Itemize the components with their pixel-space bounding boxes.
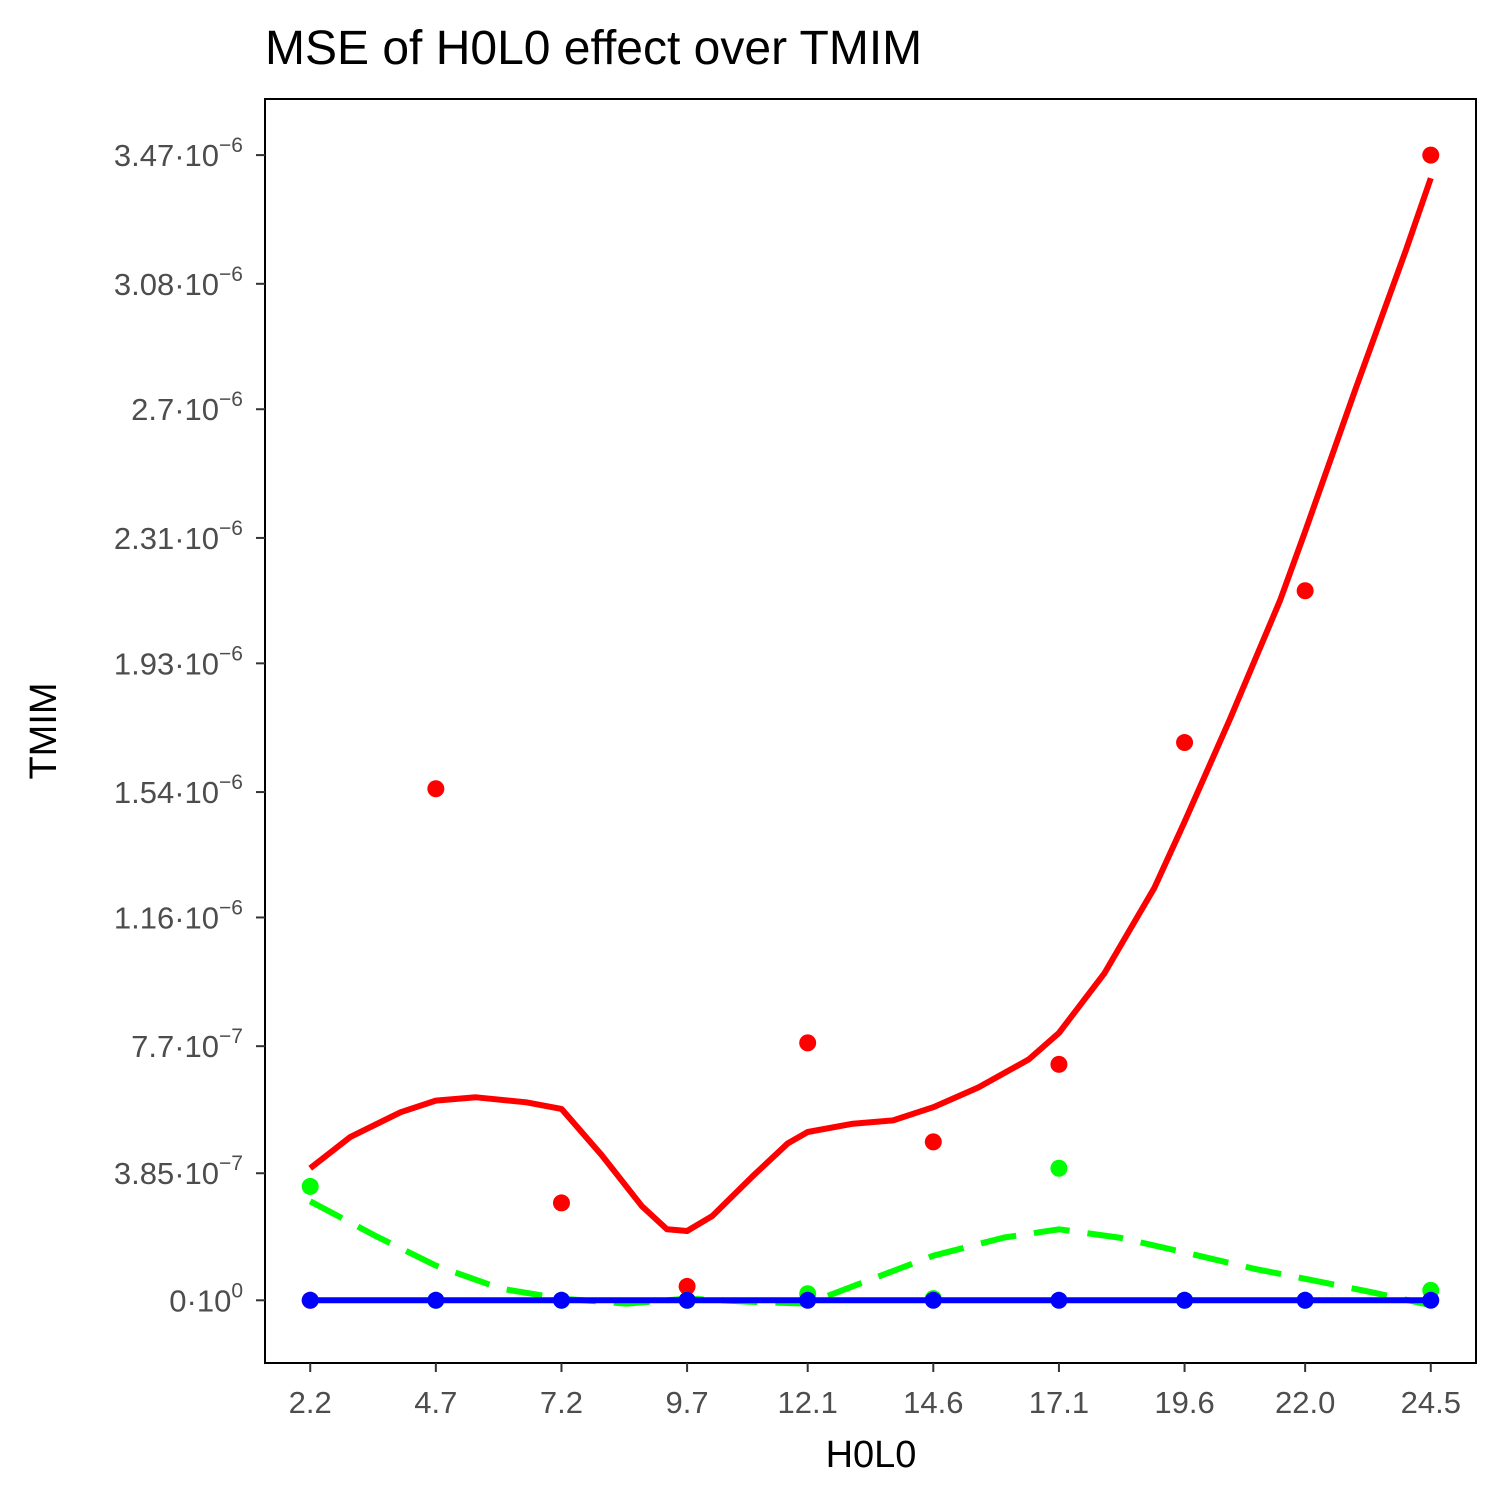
data-point: [1176, 1291, 1194, 1309]
data-point: [1050, 1159, 1068, 1177]
y-tick-label: 3.85·10−7: [114, 1152, 243, 1191]
x-tick-label: 12.1: [778, 1385, 838, 1420]
series-0: [301, 146, 1440, 1309]
series-line: [308, 1198, 1432, 1309]
data-point: [924, 1291, 942, 1309]
x-tick-label: 17.1: [1029, 1385, 1089, 1420]
series-line: [308, 177, 1434, 1234]
y-tick-label: 1.16·10−6: [114, 896, 243, 935]
data-point: [1422, 1291, 1440, 1309]
data-point: [799, 1034, 817, 1052]
x-tick-label: 19.6: [1154, 1385, 1214, 1420]
data-point: [1422, 146, 1440, 164]
data-point: [301, 1177, 319, 1195]
chart-title: MSE of H0L0 effect over TMIM: [265, 22, 922, 75]
y-tick-label: 7.7·10−7: [131, 1025, 243, 1064]
x-tick-label: 14.6: [903, 1385, 963, 1420]
plot-panel: [264, 98, 1477, 1364]
x-tick-label: 9.7: [666, 1385, 709, 1420]
data-point: [1296, 1291, 1314, 1309]
x-axis-title: H0L0: [826, 1434, 917, 1476]
y-tick-label: 3.08·10−6: [114, 263, 243, 302]
x-tick-label: 2.2: [289, 1385, 332, 1420]
data-point: [1050, 1291, 1068, 1309]
series-1: [301, 1159, 1440, 1309]
x-tick-label: 22.0: [1275, 1385, 1335, 1420]
x-tick-label: 7.2: [540, 1385, 583, 1420]
data-point: [552, 1291, 570, 1309]
y-tick-label: 1.54·10−6: [114, 771, 243, 810]
series-2: [301, 1291, 1440, 1309]
data-point: [678, 1291, 696, 1309]
data-point: [301, 1291, 319, 1309]
data-point: [678, 1277, 696, 1295]
x-tick-label: 4.7: [414, 1385, 457, 1420]
y-tick-label: 2.7·10−6: [131, 388, 243, 427]
data-point: [1050, 1055, 1068, 1073]
data-point: [427, 780, 445, 798]
data-point: [799, 1291, 817, 1309]
data-point: [427, 1291, 445, 1309]
data-point: [924, 1133, 942, 1151]
y-axis-title: TMIM: [23, 682, 65, 779]
y-tick-label: 1.93·10−6: [114, 642, 243, 681]
data-point: [1176, 734, 1194, 752]
y-axis: 0·100 3.85·10−7 7.7·10−7 1.16·10−6 1.54·10−6…: [114, 134, 265, 1318]
x-axis: 2.2 4.7 7.2 9.7 12.1 14.6 17.1 19.6 22.0 24.5: [289, 1363, 1461, 1420]
series-layer: [301, 146, 1440, 1309]
data-point: [552, 1194, 570, 1212]
x-tick-label: 24.5: [1401, 1385, 1461, 1420]
data-point: [1296, 582, 1314, 600]
y-tick-label: 2.31·10−6: [114, 517, 243, 556]
y-tick-label: 3.47·10−6: [114, 134, 243, 173]
y-tick-label: 0·100: [169, 1279, 243, 1318]
